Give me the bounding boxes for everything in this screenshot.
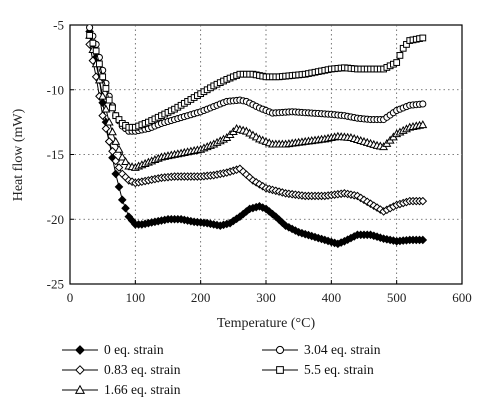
- legend-swatch: [62, 365, 98, 375]
- series-3: [86, 25, 427, 135]
- data-point: [99, 73, 107, 81]
- series-layer: [85, 25, 428, 249]
- y-tick-label: -25: [47, 277, 64, 292]
- legend-label: 0 eq. strain: [104, 342, 164, 357]
- y-tick-label: -10: [47, 82, 64, 97]
- data-point: [92, 47, 100, 55]
- legend-swatch: [62, 345, 98, 355]
- legend-item: 5.5 eq. strain: [260, 360, 374, 380]
- data-point: [418, 196, 428, 206]
- data-point: [114, 182, 124, 192]
- data-point: [393, 59, 401, 66]
- series-line: [89, 27, 423, 132]
- data-point: [117, 195, 127, 205]
- data-point: [396, 52, 404, 59]
- y-axis-label: Heat flow (mW): [11, 108, 26, 201]
- data-point: [418, 120, 428, 129]
- data-point: [86, 31, 93, 39]
- legend-swatch: [262, 366, 298, 374]
- chart: 0 100 200 300 400 500 600 -5 -10 -15 -20 -25 Temper…: [11, 18, 472, 332]
- series-line: [89, 35, 423, 128]
- data-point: [75, 345, 85, 355]
- data-point: [117, 152, 127, 161]
- data-point: [74, 384, 86, 394]
- axis-ticks: 0 100 200 300 400 500 600 -5 -10 -15 -20 -25: [47, 18, 472, 306]
- y-tick-label: -15: [47, 147, 64, 162]
- data-point: [96, 60, 103, 68]
- x-axis-label: Temperature (°C): [217, 316, 316, 331]
- data-point: [75, 365, 85, 375]
- y-tick-label: -20: [47, 212, 64, 227]
- legend-item: 0.83 eq. strain: [60, 360, 181, 380]
- legend-item: 1.66 eq. strain: [60, 380, 181, 400]
- data-point: [104, 137, 114, 146]
- data-point: [418, 235, 428, 245]
- legend: 0 eq. strain 0.83 eq. strain 1.66 eq. stra…: [60, 340, 500, 416]
- grid: [70, 25, 462, 284]
- legend-label: 0.83 eq. strain: [104, 362, 181, 377]
- legend-label: 3.04 eq. strain: [304, 342, 381, 357]
- legend-label: 1.66 eq. strain: [104, 382, 181, 397]
- x-tick-label: 300: [256, 290, 276, 305]
- x-tick-label: 0: [67, 290, 74, 305]
- data-point: [114, 163, 124, 172]
- data-point: [89, 39, 97, 47]
- series-1: [85, 40, 428, 216]
- data-point: [114, 144, 124, 153]
- series-2: [85, 30, 428, 171]
- data-point: [111, 136, 121, 145]
- series-0: [85, 27, 428, 249]
- data-point: [101, 104, 111, 113]
- data-point: [105, 96, 113, 104]
- data-point: [111, 156, 121, 166]
- legend-swatch: [262, 345, 298, 355]
- data-point: [121, 156, 130, 166]
- data-point: [102, 85, 110, 92]
- data-point: [86, 25, 94, 32]
- legend-label: 5.5 eq. strain: [304, 362, 374, 377]
- data-point: [121, 203, 130, 213]
- data-point: [108, 127, 117, 136]
- data-point: [276, 366, 284, 374]
- x-tick-label: 500: [387, 290, 407, 305]
- y-tick-label: -5: [53, 18, 64, 33]
- x-tick-label: 600: [452, 290, 472, 305]
- legend-swatch: [62, 384, 98, 394]
- data-point: [275, 345, 285, 355]
- legend-item: 3.04 eq. strain: [260, 340, 381, 360]
- x-tick-label: 200: [191, 290, 211, 305]
- data-point: [108, 146, 117, 156]
- data-point: [104, 117, 114, 126]
- data-point: [98, 91, 108, 100]
- data-point: [419, 34, 427, 42]
- x-tick-label: 100: [126, 290, 146, 305]
- data-point: [98, 111, 107, 120]
- data-point: [419, 100, 427, 108]
- legend-item: 0 eq. strain: [60, 340, 164, 360]
- x-tick-label: 400: [322, 290, 342, 305]
- data-point: [101, 124, 111, 133]
- data-point: [109, 104, 116, 112]
- series-4: [86, 31, 427, 131]
- data-point: [111, 169, 121, 179]
